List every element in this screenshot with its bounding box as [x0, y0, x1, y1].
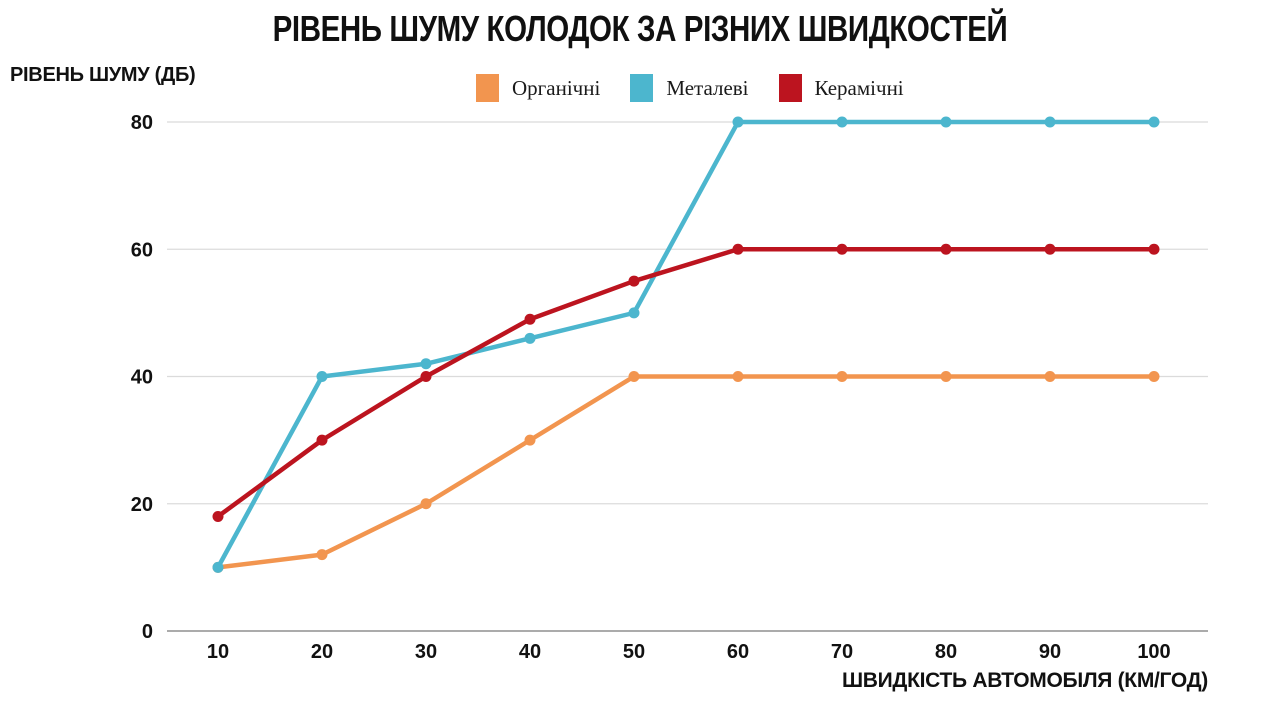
- data-point-s1-x10: [212, 561, 224, 573]
- data-point-s0-x100: [1148, 371, 1160, 382]
- legend-item-keramichni: Керамічні: [778, 74, 904, 102]
- data-point-s2-x30: [420, 371, 432, 382]
- data-point-s1-x40: [524, 332, 536, 344]
- legend-item-metalevi: Металеві: [630, 74, 749, 102]
- data-point-s0-x90: [1044, 371, 1056, 382]
- data-point-s0-x40: [524, 434, 536, 446]
- x-tick-label-10: 10: [207, 641, 229, 663]
- legend-label-keramichni: Керамічні: [814, 75, 904, 100]
- data-point-s2-x100: [1148, 243, 1160, 255]
- data-point-s1-x90: [1044, 116, 1056, 128]
- data-point-s1-x80: [940, 116, 952, 128]
- data-point-s0-x30: [420, 498, 432, 510]
- x-axis-label: ШВИДКІСТЬ АВТОМОБІЛЯ (КМ/ГОД): [841, 669, 1208, 692]
- y-tick-label-40: 40: [131, 367, 153, 389]
- legend: Органічні Металеві Керамічні: [476, 74, 904, 102]
- legend-swatch-organichni: [476, 74, 499, 102]
- data-point-s2-x70: [836, 243, 848, 255]
- data-point-s0-x70: [836, 371, 848, 382]
- y-tick-label-60: 60: [131, 239, 153, 261]
- x-tick-label-90: 90: [1039, 641, 1061, 663]
- data-point-s2-x40: [524, 313, 536, 325]
- y-tick-label-20: 20: [131, 494, 153, 516]
- chart-title: РІВЕНЬ ШУМУ КОЛОДОК ЗА РІЗНИХ ШВИДКОСТЕЙ: [272, 8, 1008, 49]
- data-point-s1-x100: [1148, 116, 1160, 128]
- data-point-s2-x60: [732, 243, 744, 255]
- data-point-s1-x30: [420, 358, 432, 370]
- x-tick-label-30: 30: [415, 641, 437, 663]
- data-point-s1-x60: [732, 116, 744, 128]
- data-point-s1-x50: [628, 307, 640, 319]
- x-tick-label-60: 60: [727, 641, 749, 663]
- data-point-s1-x20: [316, 371, 328, 382]
- data-point-s2-x20: [316, 434, 328, 446]
- data-point-s2-x90: [1044, 243, 1056, 255]
- x-tick-label-20: 20: [311, 641, 333, 663]
- data-point-s1-x70: [836, 116, 848, 128]
- x-tick-label-100: 100: [1137, 641, 1170, 663]
- data-point-s2-x50: [628, 275, 640, 287]
- legend-swatch-metalevi: [630, 74, 654, 102]
- legend-swatch-keramichni: [778, 74, 802, 102]
- data-point-s0-x80: [940, 371, 952, 382]
- y-tick-label-80: 80: [131, 112, 153, 134]
- legend-label-organichni: Органічні: [512, 75, 601, 100]
- legend-label-metalevi: Металеві: [666, 75, 749, 100]
- y-tick-label-0: 0: [142, 621, 153, 643]
- y-axis-label: РІВЕНЬ ШУМУ (ДБ): [10, 64, 196, 86]
- series-line-1: [215, 119, 1157, 570]
- legend-item-organichni: Органічні: [476, 74, 600, 102]
- x-tick-label-80: 80: [935, 641, 957, 663]
- data-point-s0-x60: [732, 371, 744, 382]
- data-point-s2-x80: [940, 243, 952, 255]
- x-tick-label-40: 40: [519, 641, 541, 663]
- x-tick-label-50: 50: [623, 641, 645, 663]
- series-line-0: [215, 374, 1157, 570]
- series-line-2: [215, 247, 1157, 519]
- data-point-s2-x10: [212, 510, 224, 522]
- data-point-s0-x50: [628, 371, 640, 382]
- x-tick-label-70: 70: [831, 641, 853, 663]
- data-point-s0-x20: [316, 549, 328, 561]
